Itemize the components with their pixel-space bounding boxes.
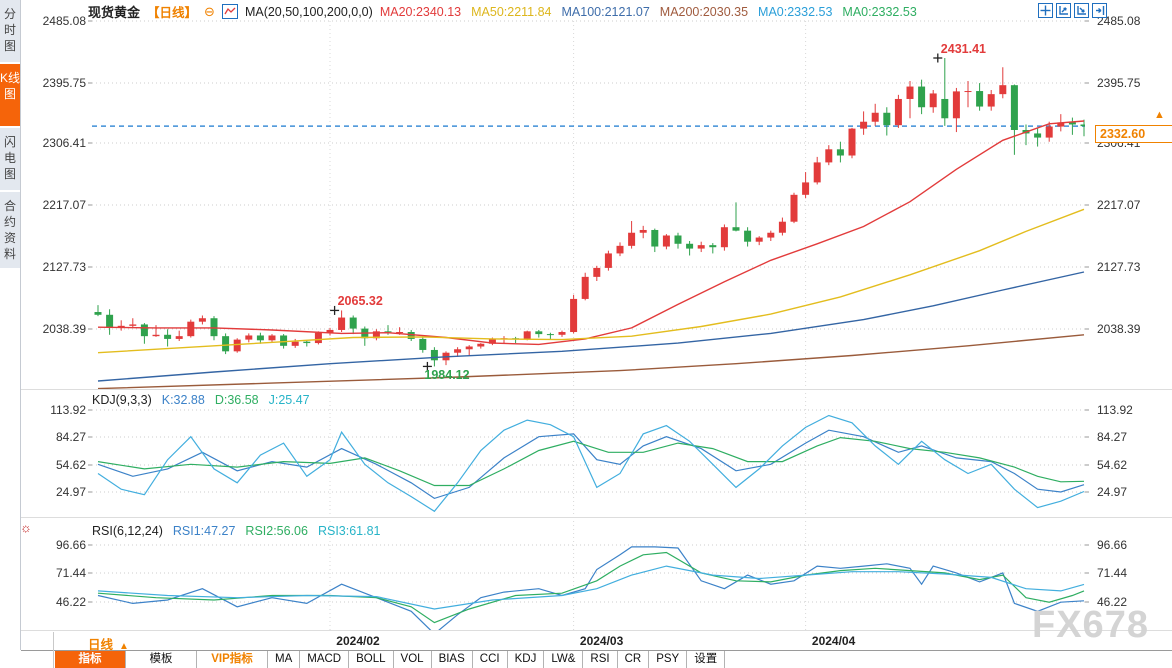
ma-value: MA20:2340.13 [379,4,462,19]
rsi2-value: RSI2:56.06 [245,524,308,538]
sidebar-item-4[interactable]: 合约资料 [0,192,20,268]
month-label: 2024/03 [579,634,624,648]
price-axis-label: 2217.07 [42,198,86,212]
tab-CCI[interactable]: CCI [473,651,508,668]
chart-style-icon[interactable] [221,4,238,19]
pan-icon[interactable] [1038,3,1053,18]
watermark: FX678 [1032,604,1149,646]
axis-zoom-icon[interactable] [1056,3,1071,18]
rsi-title: RSI(6,12,24) [92,524,163,538]
kdj-axis-label: 54.62 [1097,458,1128,472]
kdj-title: KDJ(9,3,3) [92,393,152,407]
tab-VIP指标[interactable]: VIP指标 [197,651,268,668]
tab-PSY[interactable]: PSY [649,651,688,668]
ma-value: MA200:2030.35 [659,4,749,19]
panel-settings-icon[interactable]: ☼ [20,520,32,535]
rsi-axis-label: 71.44 [1097,566,1128,580]
price-annotation: 2431.41 [940,42,986,56]
tab-设置[interactable]: 设置 [687,651,726,668]
price-axis-label: 2395.75 [1097,76,1141,90]
timeframe-label: 日线 [88,638,114,652]
price-axis-label: 2217.07 [1097,198,1141,212]
ma-value: MA100:2121.07 [561,4,650,19]
price-axis-label: 2306.41 [42,136,86,150]
rsi-axis-label: 96.66 [55,538,86,552]
kdj-header: KDJ(9,3,3) K:32.88 D:36.58 J:25.47 [92,393,310,407]
kdj-j-value: J:25.47 [268,393,310,407]
tab-模板[interactable]: 模板 [126,651,197,668]
kdj-axis-label: 113.92 [50,403,86,417]
rsi-header: RSI(6,12,24) RSI1:47.27 RSI2:56.06 RSI3:… [92,524,381,538]
kdj-axis-label: 84.27 [55,430,86,444]
price-up-arrow-icon: ▲ [1154,109,1165,121]
tab-KDJ[interactable]: KDJ [508,651,545,668]
timeframe-button[interactable]: 日线 ▲ [88,634,129,653]
rsi-axis-label: 46.22 [55,595,86,609]
kdj-axis-label: 84.27 [1097,430,1128,444]
bottom-divider [53,632,54,668]
rsi-axis-label: 71.44 [55,566,86,580]
price-annotation: 2065.32 [337,294,383,309]
rsi1-value: RSI1:47.27 [172,524,236,538]
tab-指标[interactable]: 指标 [55,651,126,668]
kdj-axis-label: 54.62 [55,458,86,472]
sidebar-item-1[interactable]: 分时图 [0,0,20,62]
month-label: 2024/04 [811,634,856,648]
tab-RSI[interactable]: RSI [583,651,618,668]
price-axis-label: 2485.08 [1097,14,1141,28]
timeframe-arrow-icon: ▲ [119,641,129,652]
price-annotation: 1984.12 [424,368,470,383]
ma-values: MA20:2340.13 MA50:2211.84 MA100:2121.07 MA2… [380,5,917,19]
ma-value: MA0:2332.53 [758,4,833,19]
indicator-tabbar: 指标 模板 VIP指标 MA MACD BOLL VOL BIAS CCI KDJ LW& RSI CR… [55,651,726,668]
ma-formula: MA(20,50,100,200,0,0) [244,4,373,19]
kdj-axis-label: 113.92 [1097,403,1133,417]
kdj-axis-label: 24.97 [55,485,86,499]
collapse-icon[interactable]: ⊖ [204,3,215,19]
chart-header: 现货黄金 【日线】 ⊖ MA(20,50,100,200,0,0) MA20:2… [88,2,917,21]
axis-scale-icon[interactable] [1074,3,1089,18]
price-axis-label: 2395.75 [42,76,86,90]
ma-value: MA0:2332.53 [842,4,917,19]
price-axis-label: 2127.73 [1097,260,1141,274]
rsi-axis-label: 46.22 [1097,595,1128,609]
kdj-axis-label: 24.97 [1097,485,1128,499]
tab-CR[interactable]: CR [618,651,650,668]
tab-BOLL[interactable]: BOLL [349,651,394,668]
chart-toolbar [1038,3,1107,18]
current-price-label: 2332.60 [1095,125,1172,143]
tab-MA[interactable]: MA [268,651,301,668]
tab-BIAS[interactable]: BIAS [432,651,473,668]
sidebar-item-2[interactable]: K线图 [0,64,20,126]
rsi-axis-label: 96.66 [1097,538,1128,552]
tab-MACD[interactable]: MACD [300,651,350,668]
price-axis-label: 2485.08 [42,14,86,28]
rsi3-value: RSI3:61.81 [317,524,381,538]
month-label: 2024/02 [336,634,380,648]
symbol-title: 现货黄金 [88,5,141,20]
price-axis-label: 2038.39 [42,322,86,336]
price-axis-label: 2127.73 [42,260,86,274]
tab-LW&[interactable]: LW& [544,651,584,668]
collapse-right-icon[interactable] [1092,3,1107,18]
period-label: 【日线】 [147,6,198,20]
kdj-k-value: K:32.88 [161,393,205,407]
price-axis-label: 2038.39 [1097,322,1141,336]
left-sidebar: 分时图 K线图 闪电图 合约资料 [0,0,21,650]
ma-value: MA50:2211.84 [471,4,552,19]
tab-VOL[interactable]: VOL [394,651,432,668]
sidebar-item-3[interactable]: 闪电图 [0,128,20,190]
kdj-d-value: D:36.58 [214,393,259,407]
